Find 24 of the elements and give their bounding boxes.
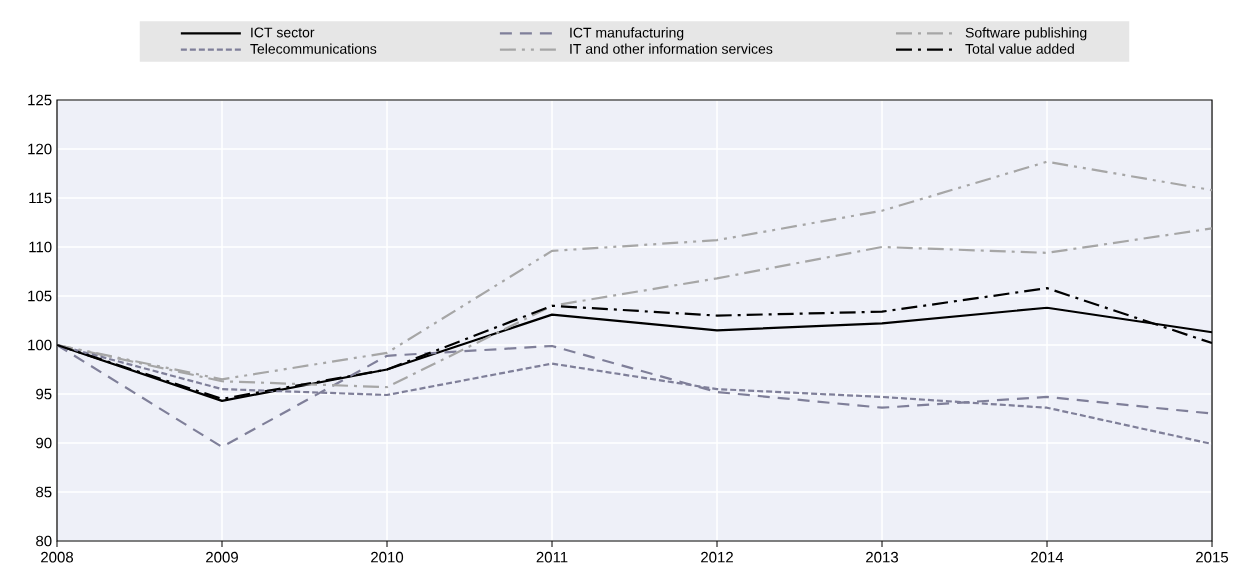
legend-label: ICT sector xyxy=(251,27,315,38)
y-tick-label: 105 xyxy=(28,290,52,302)
x-tick-label: 2012 xyxy=(701,551,733,563)
legend-label: ICT manufacturing xyxy=(570,27,684,41)
y-tick-label: 110 xyxy=(29,241,52,253)
x-tick-label: 2014 xyxy=(1031,551,1064,563)
y-tick-label: 120 xyxy=(28,143,52,155)
legend-label: Software publishing xyxy=(965,27,1087,41)
y-tick-label: 80 xyxy=(36,535,52,547)
y-tick-label: 90 xyxy=(36,437,52,449)
y-tick-label: 115 xyxy=(29,192,52,204)
y-tick-label: 100 xyxy=(28,339,52,351)
x-tick-label: 2015 xyxy=(1196,551,1229,563)
y-tick-label: 95 xyxy=(36,388,52,400)
x-tick-label: 2013 xyxy=(866,551,899,563)
x-tick-label: 2009 xyxy=(206,551,238,563)
legend-label: Telecommunications xyxy=(250,43,377,54)
x-tick-label: 2008 xyxy=(41,551,74,563)
y-tick-label: 125 xyxy=(28,94,52,106)
y-tick-label: 85 xyxy=(36,486,52,498)
legend-label: IT and other information services xyxy=(570,43,773,54)
legend-label: Total value added xyxy=(965,43,1074,54)
x-tick-label: 2010 xyxy=(371,551,404,563)
x-tick-label: 2011 xyxy=(536,551,568,563)
